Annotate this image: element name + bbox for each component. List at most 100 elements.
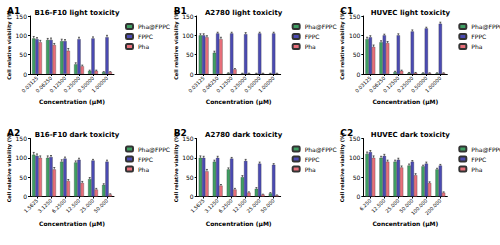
svg-text:0.06250: 0.06250 [34, 74, 54, 94]
svg-text:1.00000: 1.00000 [90, 75, 109, 94]
svg-text:1.5625: 1.5625 [23, 197, 40, 214]
svg-text:A2: A2 [7, 128, 20, 138]
svg-text:150: 150 [182, 12, 194, 20]
svg-text:Concentration (μM): Concentration (μM) [206, 98, 272, 106]
svg-text:0.12500: 0.12500 [215, 74, 234, 94]
svg-text:Pha@FPPC: Pha@FPPC [305, 23, 337, 31]
svg-text:FPPC: FPPC [305, 156, 320, 163]
svg-text:6.2500: 6.2500 [217, 197, 234, 214]
svg-text:0: 0 [190, 71, 194, 78]
svg-text:50.000: 50.000 [93, 197, 110, 214]
svg-text:12.500: 12.500 [231, 197, 248, 214]
svg-text:Cell relative viability (%): Cell relative viability (%) [6, 133, 13, 203]
svg-text:Pha@FPPC: Pha@FPPC [305, 146, 337, 154]
svg-text:0.06250: 0.06250 [367, 74, 387, 94]
svg-text:12.500: 12.500 [370, 197, 387, 214]
svg-text:1.00000: 1.00000 [257, 75, 276, 94]
svg-text:50: 50 [353, 174, 361, 181]
svg-text:50.000: 50.000 [259, 197, 276, 214]
svg-text:Pha: Pha [471, 166, 482, 173]
svg-text:0.50000: 0.50000 [243, 74, 262, 94]
svg-text:Cell relative viability (%): Cell relative viability (%) [173, 133, 180, 203]
svg-text:Pha: Pha [305, 166, 316, 173]
svg-text:100.000: 100.000 [409, 197, 429, 217]
svg-text:Concentration (μM): Concentration (μM) [39, 98, 105, 106]
svg-text:200.000: 200.000 [424, 197, 443, 216]
svg-text:25.000: 25.000 [245, 197, 262, 214]
svg-text:Concentration (μM): Concentration (μM) [206, 220, 272, 228]
svg-text:0: 0 [357, 71, 361, 78]
svg-text:B16-F10 light toxicity: B16-F10 light toxicity [34, 9, 119, 17]
svg-text:B16-F10 dark toxicity: B16-F10 dark toxicity [35, 131, 120, 139]
svg-text:Pha: Pha [138, 43, 149, 50]
svg-text:B1: B1 [174, 6, 187, 16]
svg-text:Concentration (μM): Concentration (μM) [39, 220, 105, 228]
svg-text:0: 0 [190, 193, 194, 200]
svg-text:100: 100 [16, 154, 28, 161]
svg-text:Concentration (μM): Concentration (μM) [372, 98, 438, 106]
svg-text:0.25000: 0.25000 [62, 74, 82, 94]
svg-text:12.500: 12.500 [65, 197, 82, 214]
svg-text:100: 100 [182, 154, 194, 161]
svg-text:0.50000: 0.50000 [76, 74, 96, 94]
svg-text:150: 150 [348, 12, 361, 20]
svg-text:Cell relative viability (%): Cell relative viability (%) [339, 10, 346, 80]
svg-text:50.000: 50.000 [397, 197, 415, 214]
svg-text:HUVEC light toxicity: HUVEC light toxicity [371, 9, 451, 17]
svg-text:0.03125: 0.03125 [353, 74, 373, 94]
svg-text:HUVEC dark toxicity: HUVEC dark toxicity [371, 131, 451, 139]
svg-text:50: 50 [19, 174, 27, 181]
svg-text:25.000: 25.000 [384, 197, 401, 214]
svg-text:50: 50 [19, 51, 27, 58]
svg-text:Cell relative viability (%): Cell relative viability (%) [173, 10, 180, 80]
svg-text:50: 50 [186, 174, 194, 181]
svg-text:0.12500: 0.12500 [381, 74, 401, 94]
svg-text:Cell relative viability (%): Cell relative viability (%) [339, 133, 346, 203]
svg-text:0.25000: 0.25000 [229, 74, 248, 94]
svg-text:0: 0 [357, 193, 361, 200]
svg-text:Pha: Pha [138, 166, 149, 173]
svg-text:Pha@FPPC: Pha@FPPC [138, 146, 170, 154]
svg-text:25.000: 25.000 [79, 197, 96, 214]
svg-text:0: 0 [23, 71, 27, 78]
svg-text:100: 100 [349, 32, 361, 39]
svg-text:Pha@FPPC: Pha@FPPC [138, 23, 170, 31]
svg-text:Pha: Pha [305, 43, 316, 50]
svg-text:FPPC: FPPC [305, 33, 320, 40]
svg-text:1.5625: 1.5625 [189, 197, 206, 214]
svg-text:100: 100 [349, 154, 361, 161]
svg-text:150: 150 [15, 12, 27, 20]
svg-text:0.12500: 0.12500 [48, 74, 68, 94]
svg-text:6.2500: 6.2500 [51, 197, 68, 214]
svg-text:150: 150 [15, 135, 27, 142]
svg-text:0.06250: 0.06250 [201, 74, 220, 94]
svg-text:A1: A1 [7, 6, 20, 16]
svg-text:FPPC: FPPC [138, 33, 153, 40]
svg-text:50: 50 [186, 51, 194, 58]
svg-text:Cell relative viability (%): Cell relative viability (%) [6, 10, 13, 80]
svg-text:0: 0 [23, 193, 27, 200]
svg-text:Pha: Pha [471, 43, 482, 50]
svg-text:0.50000: 0.50000 [409, 74, 429, 94]
svg-text:100: 100 [16, 32, 28, 39]
svg-text:B2: B2 [174, 128, 187, 138]
svg-text:C1: C1 [340, 6, 353, 16]
svg-text:50: 50 [353, 51, 361, 58]
svg-text:1.00000: 1.00000 [424, 75, 443, 94]
svg-text:A2780 light toxicity: A2780 light toxicity [205, 9, 283, 17]
svg-text:Pha@FPPC: Pha@FPPC [471, 146, 500, 154]
svg-text:0.25000: 0.25000 [395, 74, 415, 94]
svg-text:FPPC: FPPC [471, 156, 486, 163]
svg-text:A2780 dark toxicity: A2780 dark toxicity [205, 131, 283, 139]
svg-text:Concentration (μM): Concentration (μM) [372, 220, 438, 228]
svg-text:3.1250: 3.1250 [203, 197, 220, 214]
svg-text:FPPC: FPPC [471, 33, 486, 40]
svg-text:0.03125: 0.03125 [20, 74, 40, 94]
svg-text:6.250: 6.250 [358, 197, 373, 212]
svg-text:FPPC: FPPC [138, 156, 153, 163]
svg-text:C2: C2 [340, 128, 353, 138]
svg-text:100: 100 [182, 32, 194, 39]
svg-text:0.03125: 0.03125 [187, 74, 206, 94]
svg-text:Pha@FPPC: Pha@FPPC [471, 23, 500, 31]
svg-text:3.1250: 3.1250 [37, 197, 54, 214]
